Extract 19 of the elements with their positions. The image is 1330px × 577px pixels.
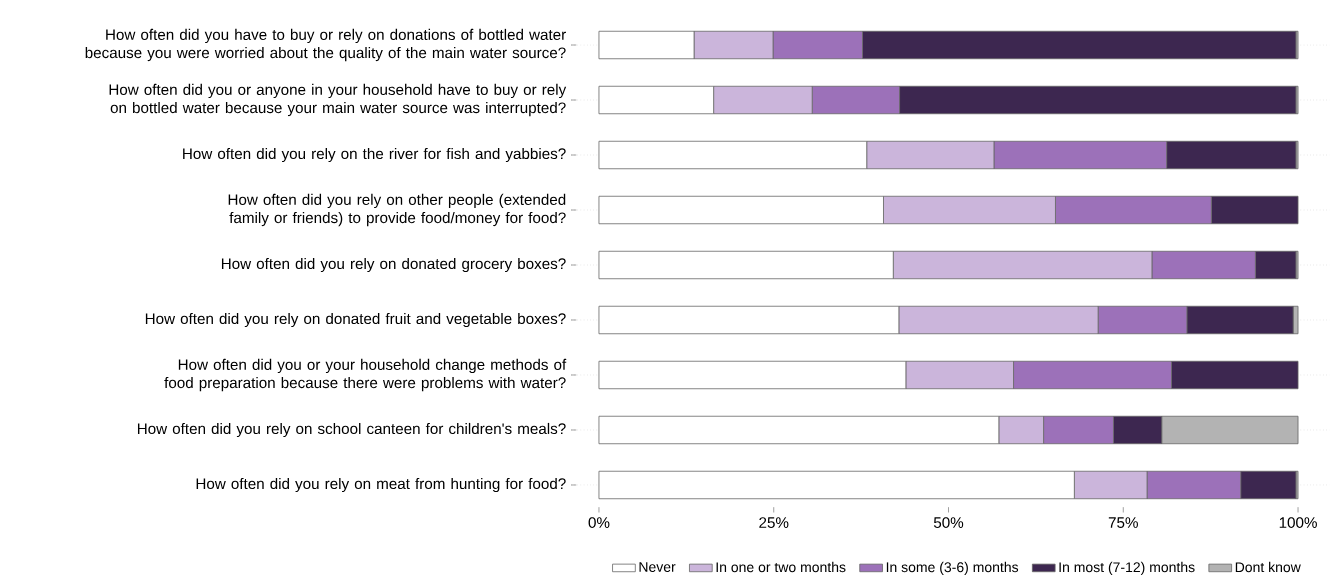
y-tick-label: How often did you or anyone in your household have to buy or rely on bottled water because your main water source was interrupted?: [109, 83, 567, 117]
y-tick-label: How often did you rely on meat from hunting for food?: [196, 477, 566, 493]
y-tick-label: How often did you have to buy or rely on donations of bottled water because you were worried about the quality of the main water source?: [85, 28, 566, 62]
legend-label: Never: [639, 562, 676, 572]
x-tick-label: 0%: [588, 517, 610, 528]
x-tick-label: 75%: [1108, 517, 1138, 528]
x-tick-label: 50%: [933, 517, 964, 528]
y-tick-label: How often did you or your household change methods of food preparation because there were problems with water?: [164, 358, 567, 392]
legend-label: Dont know: [1235, 561, 1301, 573]
y-tick-label: How often did you rely on other people (extended family or friends) to provide food/money for food?: [228, 193, 566, 227]
legend-label: In most (7-12) months: [1059, 561, 1195, 575]
y-tick-label: How often did you rely on donated fruit and vegetable boxes?: [145, 312, 566, 328]
legend-label: In one or two months: [716, 561, 846, 573]
x-tick-label: 100%: [1279, 517, 1317, 528]
y-tick-label: How often did you rely on donated grocery boxes?: [221, 257, 566, 273]
x-tick-label: 25%: [759, 517, 789, 528]
legend-label: In some (3-6) months: [886, 561, 1019, 575]
y-tick-label: How often did you rely on school canteen for children's meals?: [137, 422, 566, 438]
y-tick-label: How often did you rely on the river for fish and yabbies?: [183, 147, 566, 163]
